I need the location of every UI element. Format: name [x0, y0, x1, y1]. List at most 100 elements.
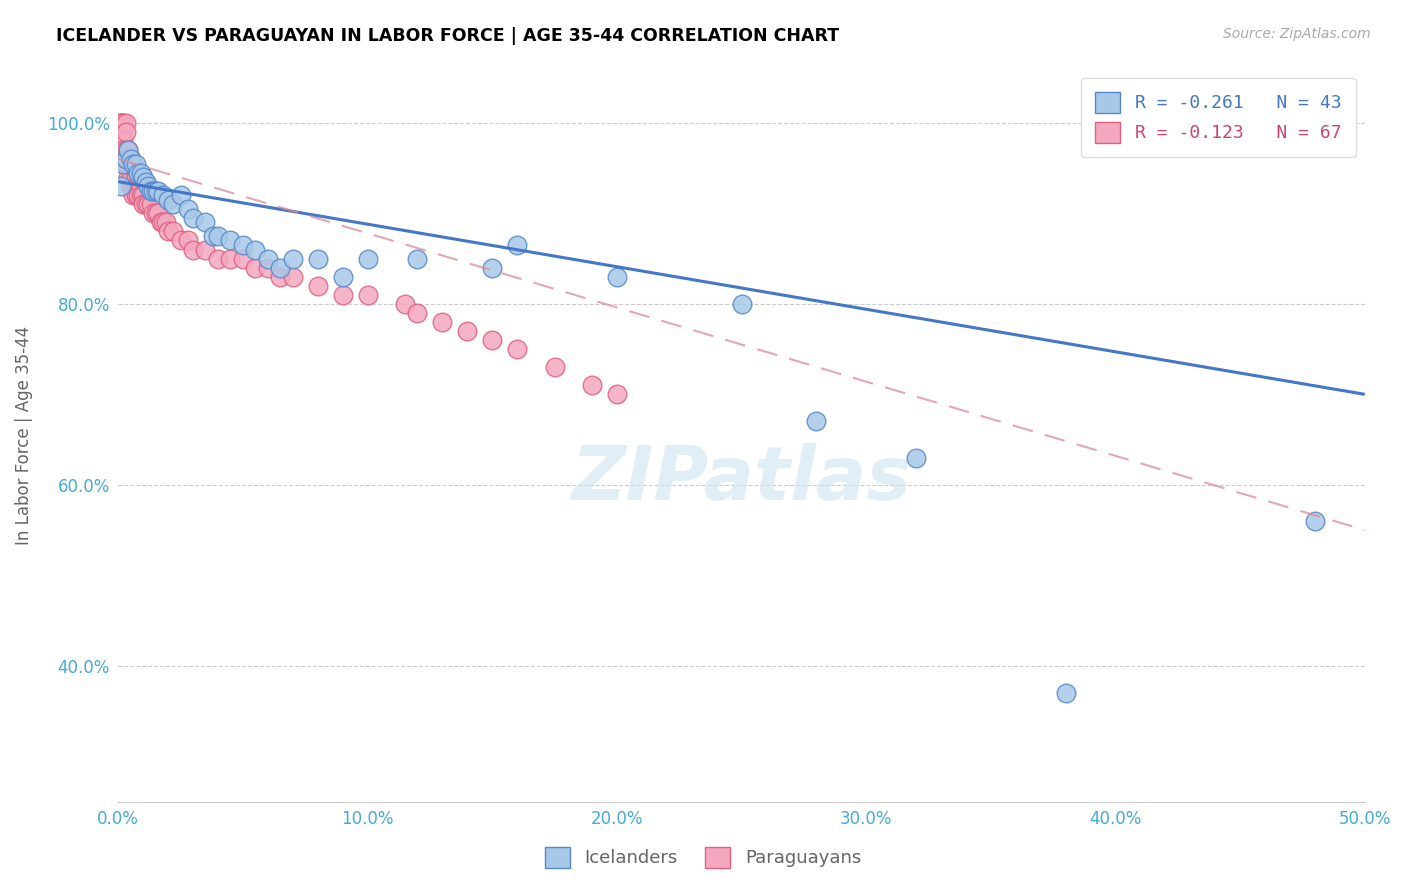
Point — [120, 161, 142, 175]
Point — [256, 252, 278, 266]
Point — [356, 287, 378, 301]
Point — [114, 152, 136, 166]
Point — [149, 215, 172, 229]
Point — [114, 143, 136, 157]
Point — [194, 215, 217, 229]
Point — [139, 184, 162, 198]
Point — [110, 116, 132, 130]
Point — [142, 206, 165, 220]
Point — [201, 229, 224, 244]
Point — [112, 156, 135, 170]
Point — [207, 229, 229, 244]
Point — [162, 197, 184, 211]
Point — [142, 184, 165, 198]
Point — [146, 184, 169, 198]
Point — [394, 297, 416, 311]
Point — [207, 252, 229, 266]
Point — [145, 184, 167, 198]
Point — [432, 315, 454, 329]
Point — [129, 179, 152, 194]
Point — [181, 243, 204, 257]
Point — [124, 156, 146, 170]
Y-axis label: In Labor Force | Age 35-44: In Labor Force | Age 35-44 — [15, 326, 32, 545]
Point — [122, 179, 145, 194]
Point — [117, 143, 139, 157]
Point — [1054, 686, 1077, 700]
Point — [122, 161, 145, 175]
Point — [152, 215, 174, 229]
Point — [122, 188, 145, 202]
Point — [139, 197, 162, 211]
Point — [806, 415, 828, 429]
Point — [245, 243, 267, 257]
Point — [112, 143, 135, 157]
Point — [152, 188, 174, 202]
Point — [114, 116, 136, 130]
Point — [905, 450, 928, 465]
Point — [181, 211, 204, 225]
Point — [127, 165, 149, 179]
Point — [307, 278, 329, 293]
Point — [356, 252, 378, 266]
Point — [506, 238, 529, 252]
Point — [194, 243, 217, 257]
Point — [117, 161, 139, 175]
Point — [145, 206, 167, 220]
Point — [332, 287, 354, 301]
Point — [132, 197, 155, 211]
Point — [406, 252, 429, 266]
Point — [506, 342, 529, 356]
Point — [219, 252, 242, 266]
Point — [581, 378, 603, 392]
Point — [269, 260, 291, 275]
Point — [117, 152, 139, 166]
Point — [124, 179, 146, 194]
Point — [124, 170, 146, 185]
Point — [307, 252, 329, 266]
Point — [122, 156, 145, 170]
Point — [177, 202, 200, 216]
Point — [169, 188, 191, 202]
Point — [157, 193, 180, 207]
Point — [135, 175, 157, 189]
Point — [114, 125, 136, 139]
Legend: R = -0.261   N = 43, R = -0.123   N = 67: R = -0.261 N = 43, R = -0.123 N = 67 — [1081, 78, 1355, 157]
Point — [127, 188, 149, 202]
Point — [162, 224, 184, 238]
Point — [169, 234, 191, 248]
Point — [110, 125, 132, 139]
Text: ZIPatlas: ZIPatlas — [571, 442, 911, 516]
Point — [281, 269, 304, 284]
Point — [112, 134, 135, 148]
Point — [110, 116, 132, 130]
Point — [146, 206, 169, 220]
Point — [136, 179, 159, 194]
Point — [112, 125, 135, 139]
Point — [481, 333, 503, 347]
Point — [606, 387, 628, 401]
Point — [155, 215, 177, 229]
Point — [406, 306, 429, 320]
Point — [157, 224, 180, 238]
Point — [606, 269, 628, 284]
Point — [129, 188, 152, 202]
Point — [281, 252, 304, 266]
Point — [110, 116, 132, 130]
Point — [120, 179, 142, 194]
Point — [177, 234, 200, 248]
Text: Source: ZipAtlas.com: Source: ZipAtlas.com — [1223, 27, 1371, 41]
Point — [132, 188, 155, 202]
Point — [481, 260, 503, 275]
Point — [269, 269, 291, 284]
Point — [730, 297, 752, 311]
Point — [120, 170, 142, 185]
Point — [456, 324, 478, 338]
Point — [120, 152, 142, 166]
Point — [132, 170, 155, 185]
Point — [114, 152, 136, 166]
Point — [332, 269, 354, 284]
Point — [112, 116, 135, 130]
Point — [120, 152, 142, 166]
Point — [543, 360, 565, 375]
Point — [219, 234, 242, 248]
